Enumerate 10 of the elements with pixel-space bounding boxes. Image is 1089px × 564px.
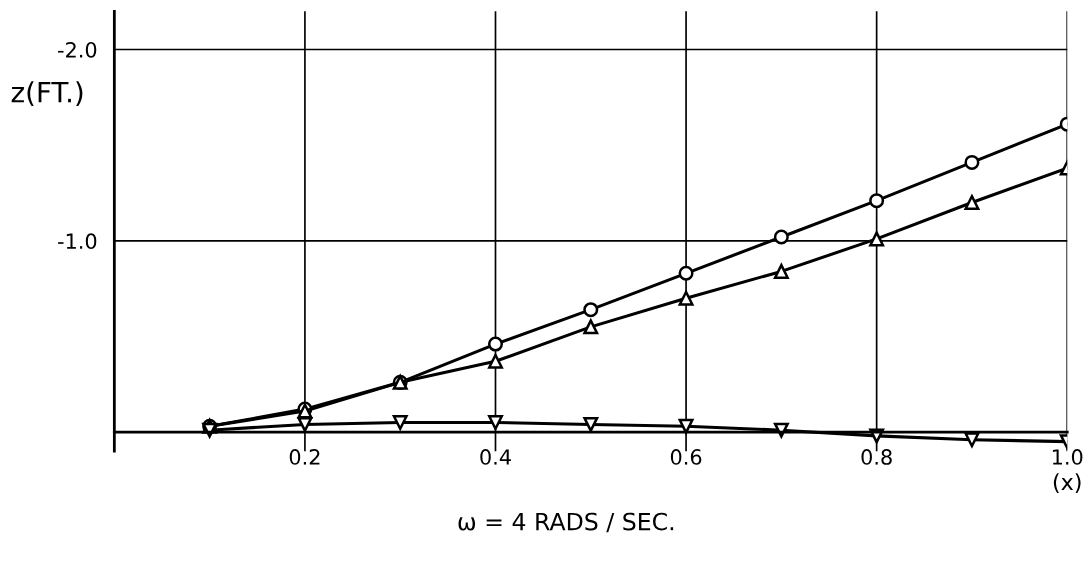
- text: ω = 4 RADS / SEC.: [458, 512, 674, 533]
- x-tick-label: 0.2: [289, 449, 320, 465]
- x-axis-title: (x): [1053, 473, 1081, 494]
- y-tick-label: -2.0: [58, 41, 97, 58]
- x-tick-label: 0.4: [480, 449, 511, 465]
- x-tick-label: 0.6: [670, 449, 702, 465]
- x-tick-label: 0.8: [861, 449, 892, 465]
- y-tick-label: -1.0: [58, 233, 97, 250]
- y-axis-title: z(FT.): [11, 81, 83, 106]
- x-tick-label: 1.0: [1052, 449, 1083, 465]
